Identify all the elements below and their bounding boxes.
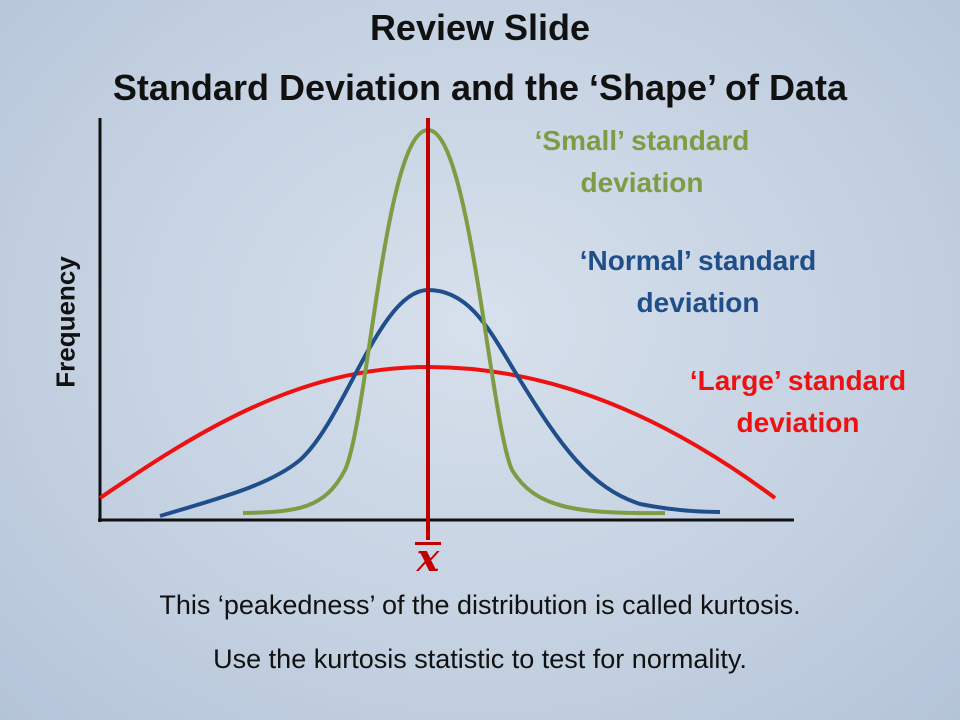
normal-sd-label-line-1: ‘Normal’ standard (579, 245, 817, 276)
mean-symbol: x (416, 535, 440, 580)
normal-sd-curve (159, 287, 721, 518)
normal-sd-label: ‘Normal’ standard deviation (528, 240, 868, 324)
small-sd-label: ‘Small’ standard deviation (492, 120, 792, 204)
caption-line-1: This ‘peakedness’ of the distribution is… (159, 590, 801, 620)
normal-sd-label-line-2: deviation (636, 287, 760, 318)
large-sd-label-line-2: deviation (736, 407, 860, 438)
mean-symbol-bar (415, 542, 441, 545)
large-sd-label-line-1: ‘Large’ standard (689, 365, 907, 396)
small-sd-label-line-1: ‘Small’ standard (534, 125, 750, 156)
caption-line-2: Use the kurtosis statistic to test for n… (213, 644, 747, 674)
large-sd-label: ‘Large’ standard deviation (648, 360, 948, 444)
small-sd-label-line-2: deviation (580, 167, 704, 198)
y-axis-label: Frequency (50, 256, 81, 388)
slide-title-line-2: Standard Deviation and the ‘Shape’ of Da… (112, 67, 848, 108)
slide-title-line-1: Review Slide (369, 7, 591, 48)
